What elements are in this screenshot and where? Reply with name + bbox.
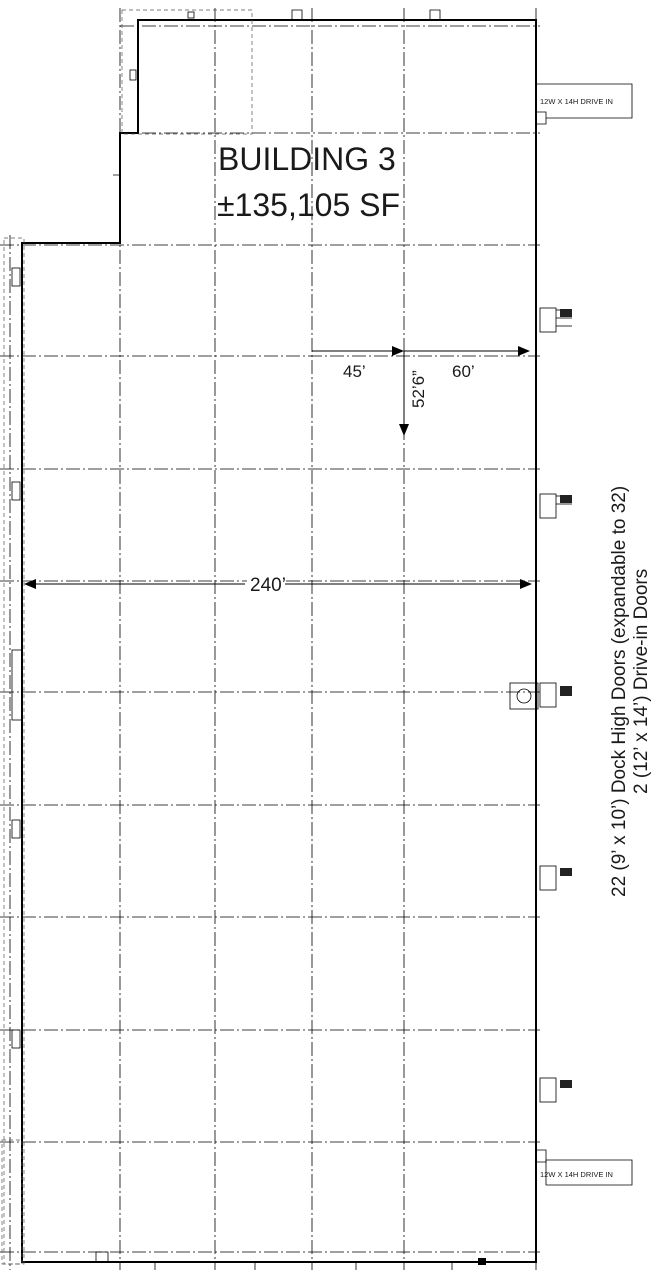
column-grid-horizontal (0, 25, 540, 1253)
top-wall-doors (113, 9, 441, 185)
dock-door-group (539, 493, 572, 519)
drive-in-label-top: 12W X 14H DRIVE IN (540, 97, 613, 106)
building-area: ±135,105 SF (217, 187, 400, 223)
dimension-45: 45’ (343, 362, 366, 381)
dimension-240: 240’ (250, 575, 286, 596)
building-outline (21, 19, 537, 1263)
dimension-52-6: 52’6” (409, 370, 428, 408)
dock-door-group (539, 865, 572, 891)
dock-door-summary: 22 (9’ x 10’) Dock High Doors (expandabl… (609, 486, 630, 897)
drive-in-label-bottom: 12W X 14H DRIVE IN (540, 1170, 613, 1179)
dock-door-group (539, 1077, 572, 1103)
bottom-wall-doors (95, 1251, 486, 1270)
left-wall-details (11, 11, 195, 1049)
dimension-60: 60’ (452, 362, 475, 381)
dock-doors (509, 307, 572, 1103)
drive-in-door-summary: 2 (12’ x 14’) Drive-in Doors (631, 569, 652, 794)
dock-door-group (509, 682, 572, 710)
drive-in-door-bottom: 12W X 14H DRIVE IN (536, 1149, 633, 1186)
drive-in-door-top: 12W X 14H DRIVE IN (536, 83, 633, 125)
dimension-lines (24, 346, 532, 589)
exterior-dashed-outline (1, 9, 253, 1265)
dock-door-group (539, 307, 572, 333)
building-name: BUILDING 3 (218, 141, 396, 177)
